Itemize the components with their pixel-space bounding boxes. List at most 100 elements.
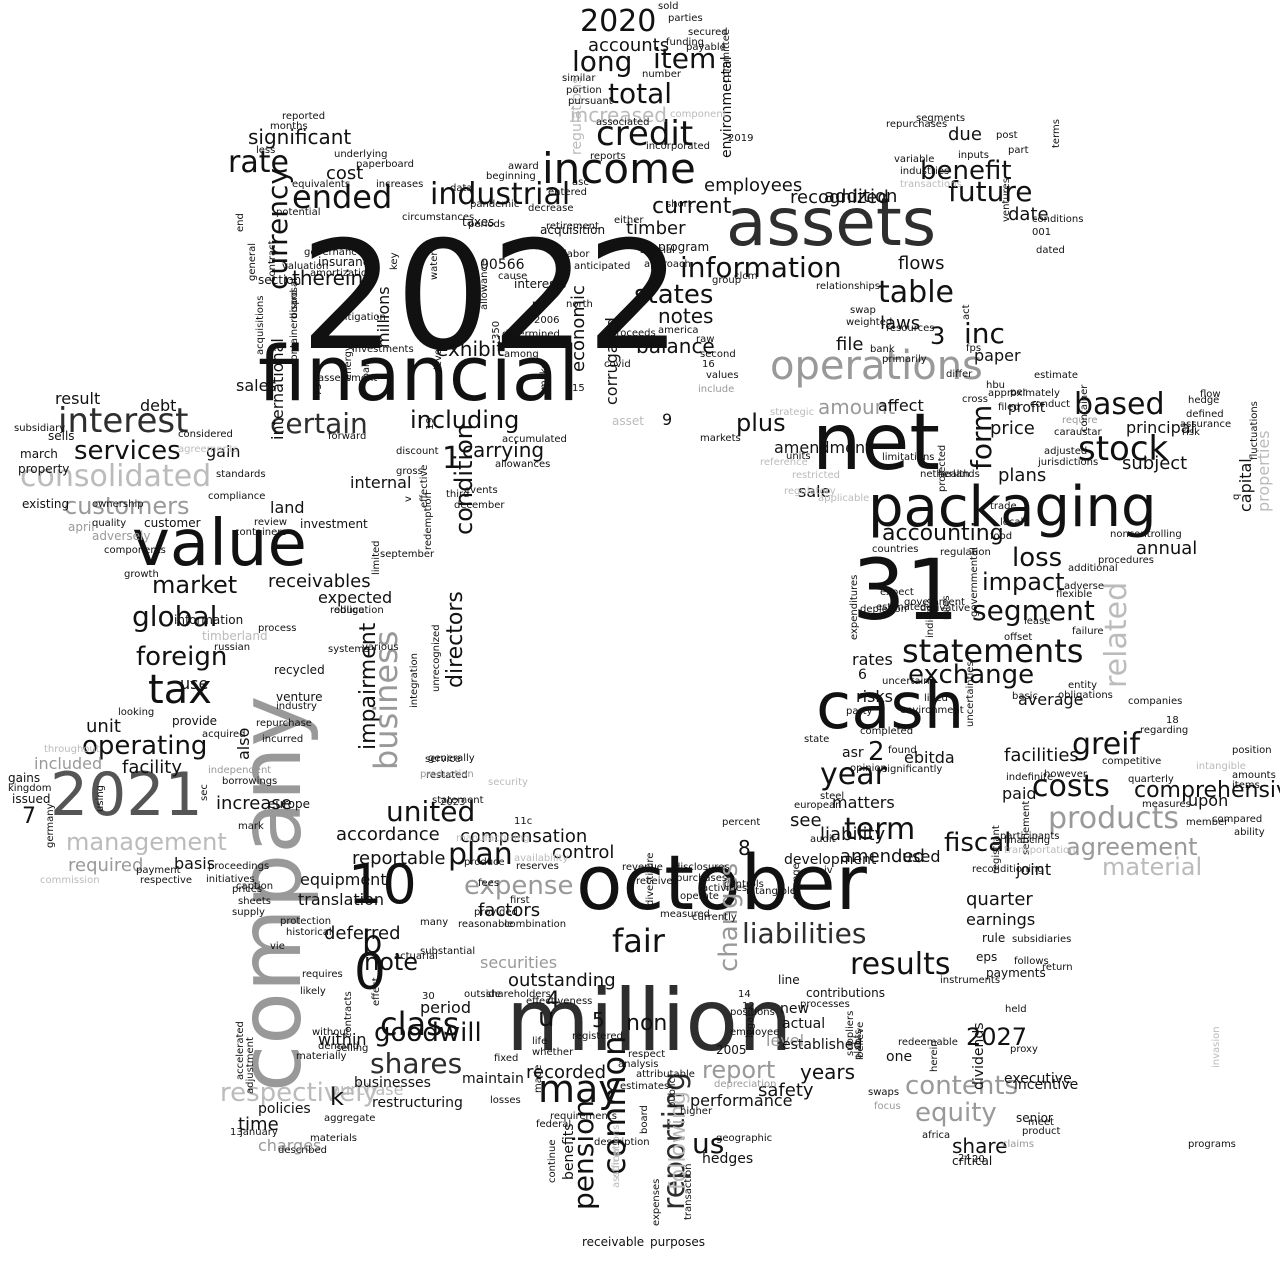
cloud-word: geographic — [716, 1133, 773, 1144]
cloud-word: future — [948, 175, 1033, 208]
cloud-word: level — [766, 1031, 805, 1050]
cloud-word: contract — [267, 240, 278, 282]
cloud-word: march — [20, 447, 58, 461]
cloud-word: 11c — [514, 816, 533, 827]
cloud-word: statement — [432, 795, 484, 806]
cloud-word: estimate — [1034, 370, 1079, 381]
cloud-word: payment — [136, 865, 181, 876]
cloud-word: positions — [730, 1007, 775, 1018]
cloud-word: circumstances — [402, 212, 475, 223]
cloud-word: executive — [1004, 1071, 1072, 1087]
cloud-word: looking — [118, 707, 155, 718]
cloud-word: first — [510, 895, 530, 906]
cloud-word: entered — [548, 187, 587, 198]
cloud-word: claims — [1002, 1139, 1035, 1150]
cloud-word: 8 — [738, 836, 751, 860]
cloud-word: material — [1102, 853, 1203, 881]
cloud-word: operating — [82, 731, 208, 761]
cloud-word: timber — [626, 218, 686, 239]
cloud-word: programs — [1188, 1139, 1236, 1150]
cloud-word: caraustar — [1054, 427, 1102, 438]
cloud-word: 2022 — [300, 210, 682, 384]
cloud-word: october — [576, 838, 867, 927]
cloud-word: estimated — [876, 602, 927, 613]
cloud-word: adverse — [1064, 581, 1105, 592]
cloud-word: equipment — [300, 870, 387, 889]
cloud-word: april — [68, 520, 95, 534]
cloud-word: 24 — [958, 1153, 971, 1164]
cloud-word: corporate — [520, 335, 569, 346]
cloud-word: agreement — [1066, 833, 1198, 861]
cloud-word: among — [504, 349, 539, 360]
cloud-word: reference — [760, 457, 808, 468]
cloud-word: file — [836, 334, 864, 355]
cloud-word: property — [18, 462, 70, 476]
cloud-word: portion — [566, 85, 602, 96]
cloud-word: 2 — [868, 737, 885, 767]
cloud-word: results — [850, 947, 951, 982]
cloud-word: discount — [396, 446, 439, 457]
cloud-word: effectiveness — [526, 996, 593, 1007]
cloud-word: fps — [966, 343, 982, 354]
cloud-word: issued — [12, 792, 51, 806]
cloud-word: total — [608, 77, 673, 110]
cloud-word: believe — [855, 1021, 866, 1058]
cloud-word: end — [235, 213, 246, 232]
cloud-word: acquisitions — [255, 295, 266, 355]
cloud-word: factors — [478, 900, 541, 921]
cloud-word: borrowings — [222, 776, 278, 787]
cloud-word: businesses — [354, 1075, 431, 1091]
cloud-word: sales — [236, 376, 277, 395]
cloud-word: ended — [292, 178, 393, 216]
cloud-word: whether — [532, 1047, 574, 1058]
cloud-word: forward — [328, 431, 367, 442]
cloud-word: repurchase — [256, 718, 312, 729]
cloud-word: differ — [946, 369, 973, 380]
cloud-word: process — [258, 623, 297, 634]
cloud-word: associated — [596, 117, 650, 128]
cloud-word: entity — [1068, 680, 1098, 691]
cloud-word: government — [904, 597, 965, 608]
cloud-word: make — [539, 362, 550, 390]
cloud-word: protection — [280, 916, 332, 927]
cloud-word: 2021 — [50, 760, 203, 830]
cloud-word: sold — [658, 1, 679, 12]
cloud-word: timberland — [202, 629, 268, 643]
cloud-word: jurisdictions — [1038, 457, 1099, 468]
cloud-word: 19 — [425, 417, 436, 430]
cloud-word: expenses — [651, 1178, 662, 1226]
cloud-word: sells — [48, 429, 75, 443]
cloud-word: 2005 — [716, 1043, 747, 1057]
cloud-word: line — [778, 973, 800, 987]
cloud-word: cash — [816, 670, 965, 744]
cloud-word: balance — [636, 334, 715, 358]
cloud-word: profit — [1008, 400, 1046, 416]
cloud-word: act — [961, 304, 972, 320]
cloud-word: laws — [880, 313, 921, 334]
cloud-word: section — [258, 273, 302, 287]
cloud-word: program — [658, 240, 710, 254]
cloud-word: affect — [878, 396, 924, 415]
cloud-word: valuation — [282, 261, 329, 272]
cloud-word: european — [794, 800, 842, 811]
cloud-word: carrying — [462, 438, 545, 462]
cloud-word: rule — [982, 931, 1006, 945]
cloud-word: opinion — [850, 763, 887, 774]
cloud-word: meet — [1028, 1117, 1054, 1128]
cloud-word: applicable — [818, 493, 870, 504]
cloud-word: award — [508, 161, 539, 172]
cloud-word: agreements — [178, 444, 239, 455]
cloud-word: uncertain — [882, 676, 930, 687]
cloud-word: insurance — [318, 255, 377, 269]
cloud-word: years — [800, 1060, 856, 1084]
cloud-word: containers — [234, 527, 287, 538]
cloud-word: include — [698, 384, 735, 395]
cloud-word: uncertainties — [965, 661, 976, 727]
cloud-word: management — [66, 828, 227, 856]
cloud-word: failure — [1072, 626, 1104, 637]
cloud-word: gain — [206, 442, 241, 461]
cloud-word: 5 — [592, 1008, 605, 1032]
cloud-word: independent — [208, 765, 272, 776]
cloud-word: requirements — [550, 1111, 617, 1122]
cloud-word: proceedings — [208, 861, 270, 872]
